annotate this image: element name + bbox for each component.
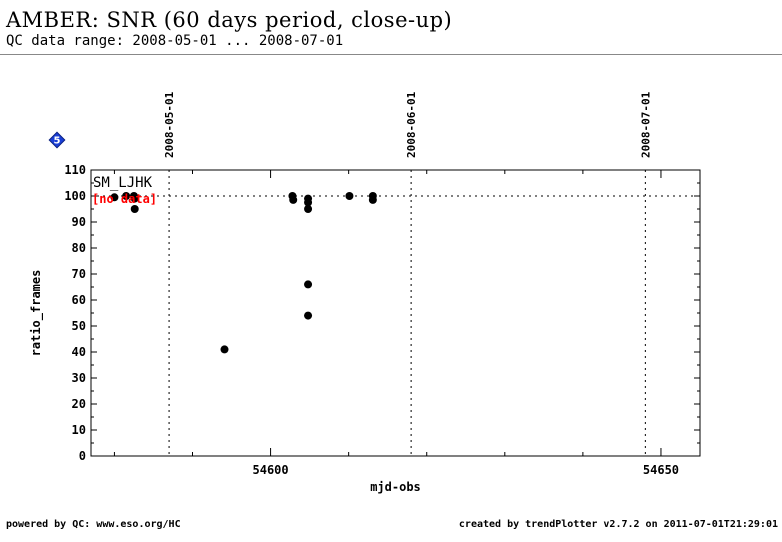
y-axis-label: ratio_frames <box>29 270 44 357</box>
y-tick-label: 10 <box>72 423 86 437</box>
x-tick-label: 54600 <box>253 463 289 477</box>
y-tick-label: 0 <box>79 449 86 463</box>
data-point <box>110 193 119 202</box>
plot-area-frame <box>90 169 701 457</box>
data-point <box>304 311 313 320</box>
footer-powered-by: powered by QC: www.eso.org/HC <box>6 519 181 530</box>
y-tick-label: 60 <box>72 293 86 307</box>
y-tick-label: 90 <box>72 215 86 229</box>
header-divider <box>0 54 782 55</box>
data-point <box>130 194 139 203</box>
badge-label: 5 <box>54 136 61 147</box>
status-badge: 5 <box>48 131 66 149</box>
data-point <box>122 192 131 200</box>
data-point <box>289 195 298 204</box>
y-tick-label: 80 <box>72 241 86 255</box>
y-tick-label: 20 <box>72 397 86 411</box>
data-point <box>220 345 229 354</box>
page-subtitle: QC data range: 2008-05-01 ... 2008-07-01 <box>6 33 344 49</box>
data-point-layer <box>110 192 377 354</box>
date-marker-label: 2008-07-01 <box>639 91 652 158</box>
data-point <box>304 280 313 289</box>
series-label: SM_LJHK <box>93 175 153 191</box>
y-tick-label: 110 <box>64 163 86 177</box>
y-tick-label: 50 <box>72 319 86 333</box>
footer-created-by: created by trendPlotter v2.7.2 on 2011-0… <box>458 519 778 530</box>
y-tick-label: 70 <box>72 267 86 281</box>
data-point <box>368 195 377 204</box>
no-data-label: [no data] <box>92 192 157 206</box>
page-title: AMBER: SNR (60 days period, close-up) <box>6 8 453 32</box>
data-point <box>345 192 354 200</box>
y-tick-label: 100 <box>64 189 86 203</box>
y-tick-label: 30 <box>72 371 86 385</box>
y-tick-label: 40 <box>72 345 86 359</box>
data-point <box>304 198 313 207</box>
x-axis-label: mjd-obs <box>370 480 421 494</box>
date-marker-label: 2008-06-01 <box>405 91 418 158</box>
date-marker-layer <box>168 170 646 456</box>
badge-diamond <box>48 131 66 149</box>
y-axis-ticks: 0 10 20 30 40 50 60 70 80 90 100 110 <box>64 163 700 463</box>
data-point <box>130 205 139 213</box>
x-axis-ticks: 54600 54650 <box>113 170 679 477</box>
date-marker-labels: 2008-05-01 2008-06-01 2008-07-01 <box>163 91 652 158</box>
date-marker-label: 2008-05-01 <box>163 91 176 158</box>
x-tick-label: 54650 <box>643 463 679 477</box>
data-point <box>304 205 313 213</box>
